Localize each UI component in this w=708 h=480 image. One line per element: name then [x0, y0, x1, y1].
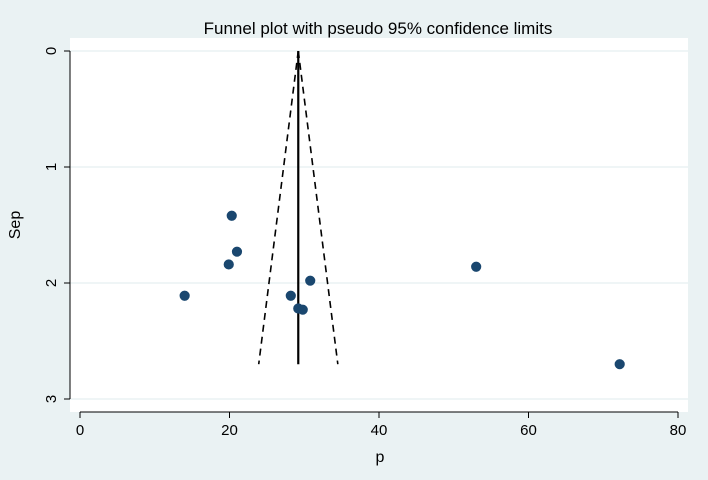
y-tick-label-2: 2	[43, 279, 60, 287]
grid-layer	[70, 50, 688, 400]
x-axis-label: p	[376, 449, 385, 466]
ci-lower-line	[257, 50, 300, 365]
chart-title: Funnel plot with pseudo 95% confidence l…	[204, 19, 553, 38]
y-axis-label: Sep	[7, 211, 24, 240]
data-point-6	[305, 275, 316, 286]
x-tick-label-60: 60	[520, 422, 537, 439]
data-point-3	[223, 259, 234, 270]
x-tick-label-80: 80	[670, 422, 687, 439]
y-tick-label-0: 0	[43, 47, 60, 55]
x-tick-label-20: 20	[221, 422, 238, 439]
y-tick-label-3: 3	[43, 395, 60, 403]
plot-area	[70, 38, 688, 412]
ci-upper-line	[297, 50, 339, 365]
data-point-2	[231, 246, 243, 257]
data-point-1	[226, 210, 237, 221]
data-point-5	[285, 290, 296, 301]
axes-layer: 0 1 2 3 0 20 40 60 80	[43, 47, 686, 439]
x-tick-label-0: 0	[76, 422, 84, 439]
data-point-4	[179, 290, 190, 301]
data-point-10	[614, 359, 625, 370]
data-point-9	[471, 261, 482, 272]
points-layer	[179, 210, 625, 370]
x-tick-label-40: 40	[371, 422, 388, 439]
y-tick-label-1: 1	[43, 163, 60, 171]
data-point-8	[297, 304, 308, 315]
